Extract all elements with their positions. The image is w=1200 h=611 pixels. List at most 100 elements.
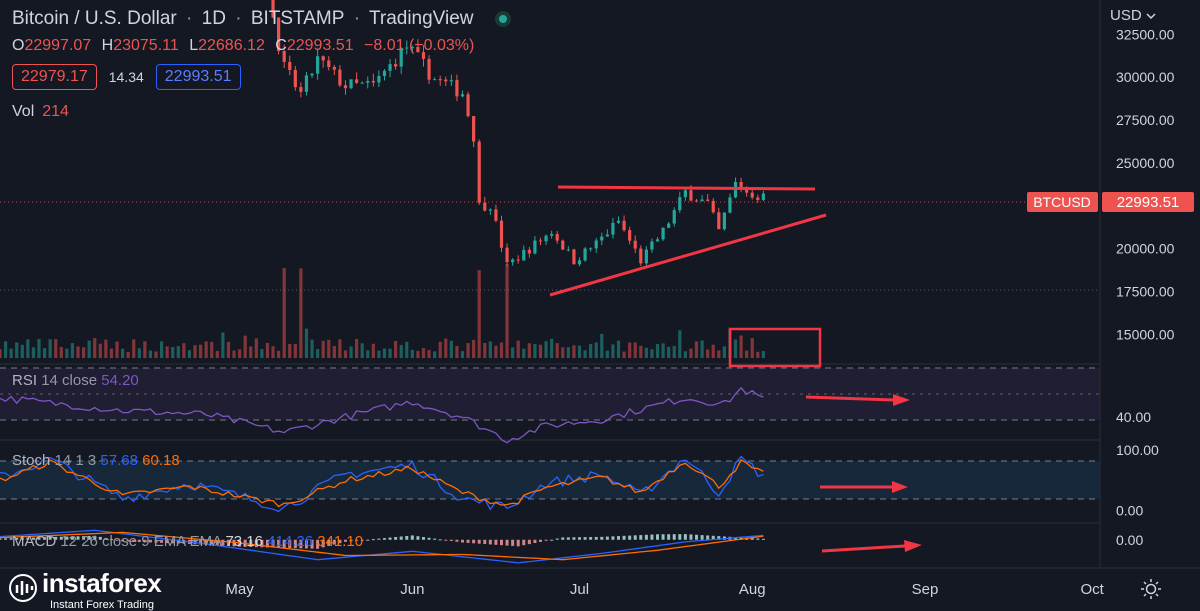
volume-bar (332, 345, 336, 358)
volume-bar (639, 345, 643, 358)
macd-histogram-bar (488, 539, 492, 545)
volume-bar (711, 344, 715, 358)
macd-histogram-bar (0, 538, 2, 540)
volume-bar (349, 346, 353, 358)
macd-histogram-bar (143, 539, 147, 543)
volume-bar (238, 349, 242, 358)
price-axis-label: 30000.00 (1116, 69, 1175, 85)
volume-bar (3, 341, 8, 358)
candle-body (756, 197, 760, 200)
macd-histogram-bar (449, 539, 453, 541)
symbol-name[interactable]: Bitcoin / U.S. Dollar (12, 8, 177, 29)
macd-histogram-bar (628, 535, 632, 540)
volume-bar (115, 341, 119, 358)
volume-bar (633, 342, 637, 358)
candle-body (477, 141, 481, 203)
rsi-legend[interactable]: RSI 14 close 54.20 (12, 372, 139, 389)
macd-legend[interactable]: MACD 12 26 close 9 EMA EMA 73.16 414.26 … (12, 533, 364, 550)
candle-body (605, 234, 609, 237)
triangle-lower-trendline[interactable] (549, 213, 827, 297)
macd-histogram-bar (37, 537, 41, 540)
macd-histogram-bar (199, 539, 203, 545)
candle-body (516, 259, 520, 261)
volume-bar (561, 347, 565, 358)
theme-toggle-icon[interactable] (1140, 578, 1162, 600)
candle-body (371, 80, 375, 83)
volume-bar (9, 348, 13, 358)
volume-bar (321, 340, 325, 358)
volume-bar (433, 351, 437, 358)
candle-body (522, 249, 526, 261)
stoch-axis-label: 0.00 (1116, 503, 1143, 519)
candle-body (360, 82, 364, 84)
volume-bar (76, 346, 80, 358)
volume-highlight-box[interactable] (728, 327, 822, 368)
price-axis-label: 32500.00 (1116, 26, 1175, 42)
macd-histogram-bar (499, 539, 503, 546)
macd-histogram-bar (639, 535, 643, 540)
interval[interactable]: 1D (201, 8, 226, 29)
volume-bar (132, 339, 136, 358)
candle-body (544, 235, 548, 242)
candle-body (527, 249, 531, 254)
candle-body (711, 200, 715, 213)
macd-histogram-bar (572, 537, 576, 540)
close-value: 22993.51 (286, 37, 354, 54)
volume-bar (31, 347, 36, 358)
volume-bar (416, 350, 420, 358)
volume-bar (59, 346, 63, 358)
volume-bar (655, 344, 660, 358)
volume-bar (616, 340, 621, 358)
stoch-legend[interactable]: Stoch 14 1 3 57.68 60.18 (12, 452, 180, 469)
change-value: −8.01 (−0.03%) (364, 37, 475, 54)
candle-body (639, 248, 643, 264)
candle-body (421, 52, 426, 59)
buy-price-button[interactable]: 22993.51 (155, 64, 241, 90)
candle-body (349, 79, 353, 89)
macd-histogram-bar (650, 534, 654, 540)
volume-bar (81, 347, 86, 358)
volume-bar (109, 348, 114, 358)
candle-body (460, 94, 465, 97)
macd-histogram-bar (299, 539, 303, 549)
triangle-upper-trendline[interactable] (557, 185, 816, 191)
macd-histogram-bar (15, 538, 19, 540)
candle-body (271, 0, 275, 18)
time-axis-label: Jun (400, 581, 424, 598)
stoch-lines (0, 455, 764, 513)
volume-bar (137, 348, 141, 358)
volume-bar (661, 343, 665, 358)
volume-bar (193, 345, 197, 358)
candle-body (533, 240, 537, 254)
volume-bar (254, 338, 258, 358)
volume-bar (745, 350, 749, 358)
macd-histogram-bar (706, 535, 710, 540)
currency-selector[interactable]: USD (1110, 7, 1156, 24)
candle-body (566, 249, 570, 251)
time-axis-label: Aug (739, 581, 766, 598)
open-value: 22997.07 (24, 37, 92, 54)
macd-histogram-bar (460, 539, 464, 543)
macd-signal-line (0, 531, 764, 561)
candle-body (694, 200, 699, 202)
candle-body (589, 248, 593, 250)
price-axis-label: 25000.00 (1116, 155, 1175, 171)
volume-bar (477, 270, 481, 358)
macd-histogram-bar (277, 539, 281, 548)
candle-body (555, 234, 559, 241)
candle-body (689, 190, 693, 201)
macd-histogram-bar (98, 536, 102, 540)
candle-body (739, 181, 743, 190)
macd-histogram-bar (611, 536, 615, 540)
volume-bar (143, 341, 147, 358)
macd-histogram-bar (433, 538, 437, 540)
sell-price-button[interactable]: 22979.17 (12, 64, 97, 90)
macd-histogram-bar (583, 537, 587, 540)
stoch-d-value: 60.18 (142, 452, 180, 469)
volume-bar (232, 350, 236, 358)
macd-histogram-bar (455, 539, 459, 542)
time-axis[interactable]: May Jun Jul Aug Sep Oct (225, 581, 1104, 598)
stoch-k-line (0, 455, 764, 513)
macd-histogram-bar (527, 539, 531, 545)
